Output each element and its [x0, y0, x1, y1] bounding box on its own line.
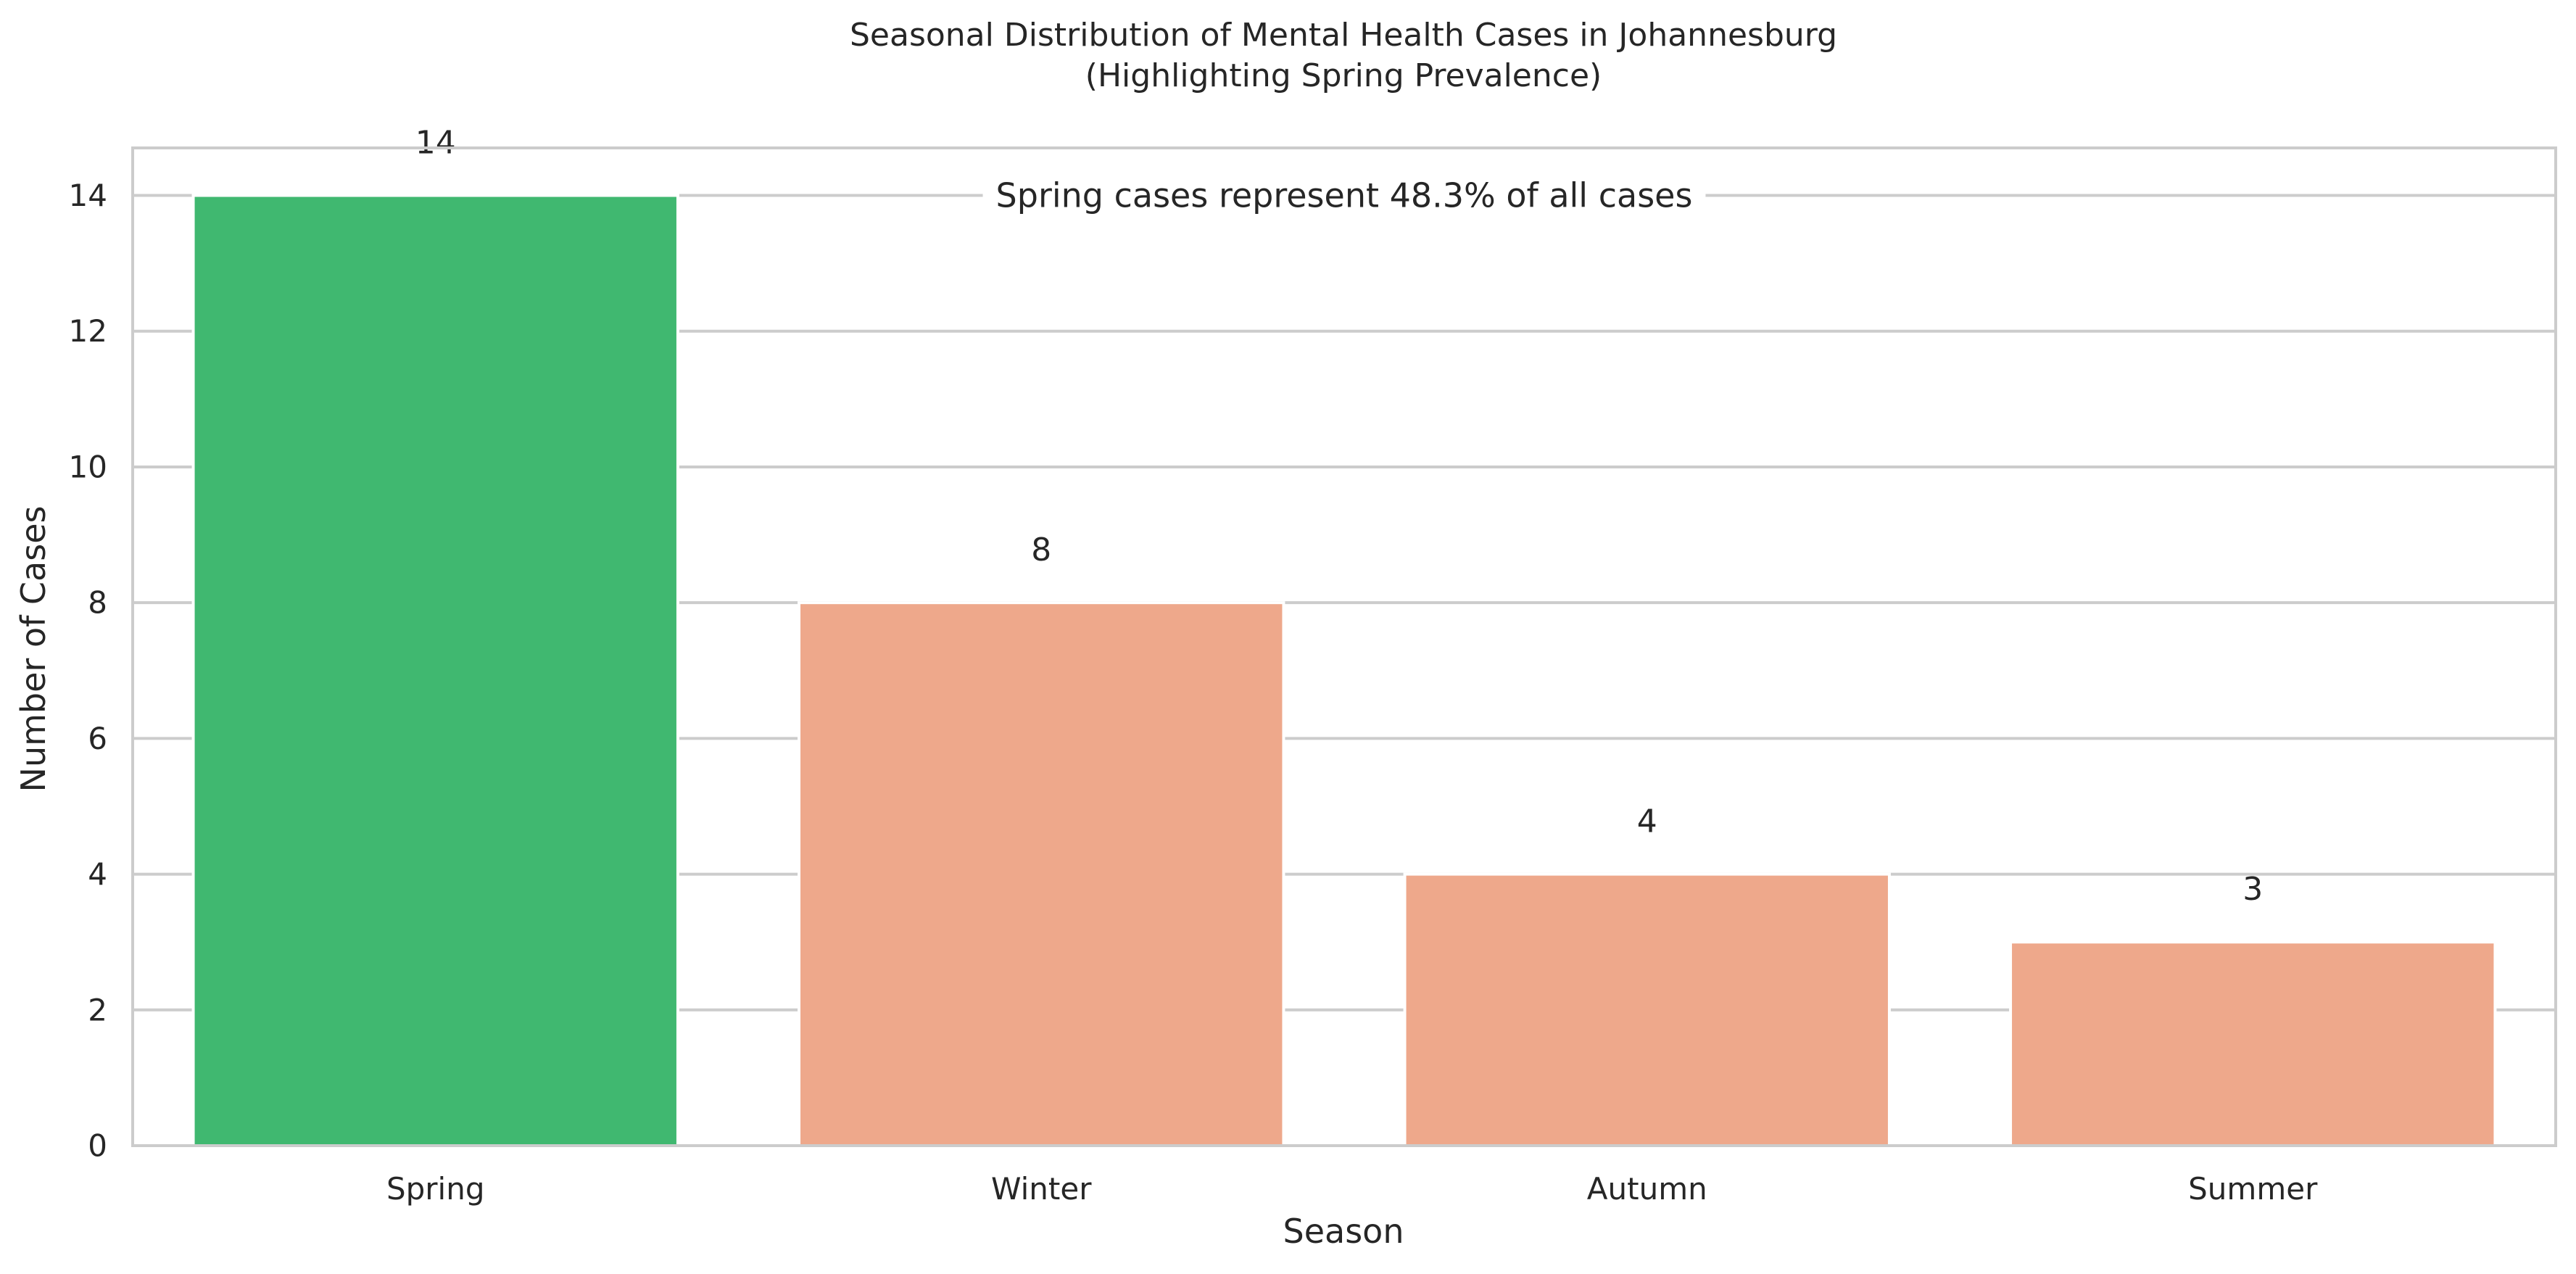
- x-tick-label: Autumn: [1587, 1171, 1707, 1207]
- y-tick-label: 14: [69, 178, 107, 213]
- y-axis-ticks: 0 2 4 6 8 10 12 14: [69, 178, 107, 1163]
- chart-title: Seasonal Distribution of Mental Health C…: [850, 17, 1837, 54]
- y-tick-label: 2: [88, 992, 107, 1027]
- annotation: Spring cases represent 48.3% of all case…: [982, 171, 1706, 220]
- y-tick-label: 10: [69, 449, 107, 484]
- y-tick-label: 6: [88, 721, 107, 756]
- plot-frame: [131, 146, 2557, 1147]
- bar-labels: 14 8 4 3: [415, 125, 2264, 909]
- bar-data-label: 14: [415, 125, 456, 162]
- bar-data-label: 8: [1031, 531, 1051, 568]
- bar: [1403, 872, 1891, 1148]
- x-tick-label: Winter: [991, 1171, 1092, 1207]
- bar-data-label: 3: [2242, 871, 2263, 908]
- x-axis-label: Season: [1283, 1212, 1404, 1251]
- x-axis-ticks: Spring Winter Autumn Summer: [386, 1171, 2318, 1207]
- x-tick-label: Summer: [2188, 1171, 2318, 1207]
- y-axis-label: Number of Cases: [14, 506, 53, 793]
- chart-subtitle: (Highlighting Spring Prevalence): [1085, 57, 1602, 94]
- x-tick-label: Spring: [386, 1171, 485, 1207]
- bar: [2009, 940, 2497, 1148]
- bar: [798, 601, 1285, 1147]
- bar: [191, 194, 679, 1147]
- annotation-background: [982, 171, 1706, 220]
- y-tick-label: 0: [88, 1128, 107, 1164]
- y-tick-label: 12: [69, 313, 107, 349]
- bar-data-label: 4: [1637, 803, 1657, 840]
- y-tick-label: 8: [88, 585, 107, 621]
- y-tick-label: 4: [88, 856, 107, 892]
- annotation-text: Spring cases represent 48.3% of all case…: [996, 176, 1693, 215]
